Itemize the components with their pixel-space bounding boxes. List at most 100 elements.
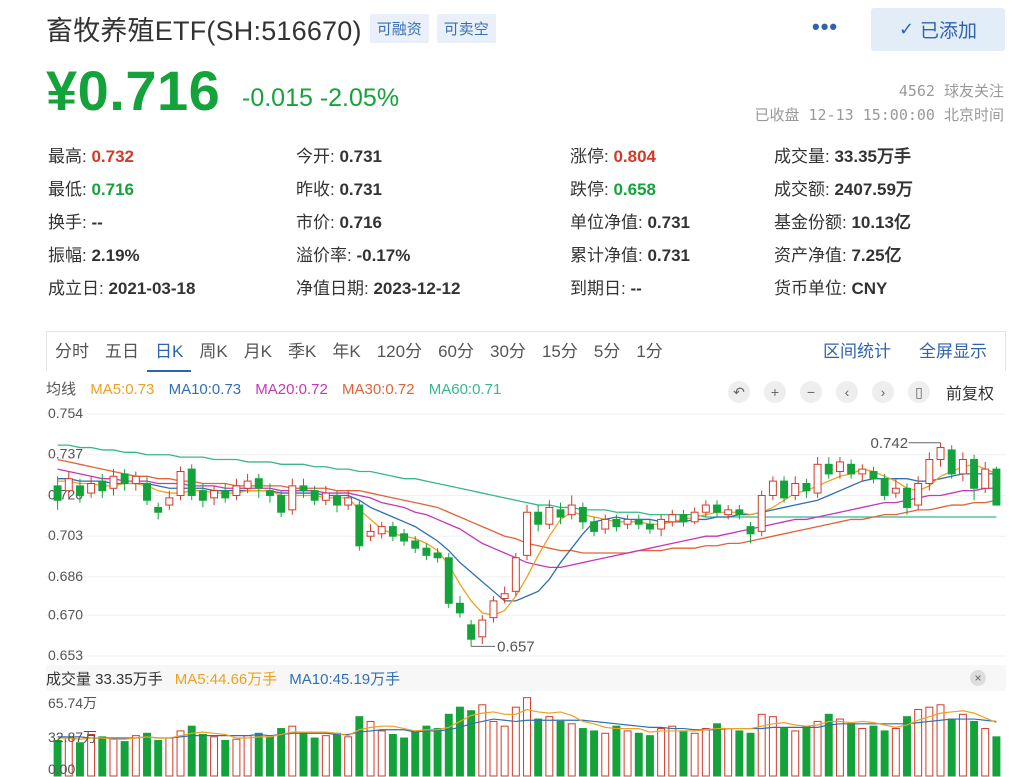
volume-bar <box>701 728 710 777</box>
tab-weekly-k[interactable]: 周K <box>199 341 228 361</box>
close-icon[interactable]: × <box>970 670 986 686</box>
tab-1min[interactable]: 1分 <box>636 341 663 361</box>
tab-quarterly-k[interactable]: 季K <box>288 341 317 361</box>
volume-bar <box>679 730 688 777</box>
volume-bar <box>847 723 856 777</box>
candle-icon[interactable]: ▯ <box>908 381 930 403</box>
candle-body <box>422 547 431 556</box>
candle-body <box>891 487 900 494</box>
ma10-value: MA10:0.73 <box>168 381 242 398</box>
tab-5min[interactable]: 5分 <box>593 341 621 361</box>
volume-bar <box>277 728 286 777</box>
candle-body <box>746 526 755 535</box>
candle-body <box>992 468 1001 506</box>
candle-body <box>98 480 107 492</box>
volume-bar <box>53 739 62 777</box>
candle-body <box>981 468 990 489</box>
volume-bar <box>880 730 889 777</box>
volume-bar <box>992 736 1001 777</box>
volume-bar <box>523 697 531 777</box>
adjust-mode[interactable]: 前复权 <box>946 386 995 403</box>
tab-daily-k[interactable]: 日K <box>147 332 192 372</box>
candle-body <box>277 494 286 513</box>
volume-bar <box>210 736 219 777</box>
volume-bar <box>143 732 151 777</box>
back-icon[interactable]: ↶ <box>728 381 750 403</box>
volume-bar <box>735 730 744 777</box>
volume-bar <box>109 738 118 777</box>
right-icon[interactable]: › <box>872 381 894 403</box>
candle-body <box>500 593 509 599</box>
candle-body <box>265 490 274 496</box>
candle-body <box>411 540 420 549</box>
volume-ma10: MA10:45.19万手 <box>289 670 401 688</box>
tab-monthly-k[interactable]: 月K <box>243 341 273 361</box>
volume-bar <box>768 716 777 777</box>
quote-limit-down: 跌停: 0.658 <box>570 180 657 199</box>
volume-bar <box>433 728 442 777</box>
kline-chart[interactable]: 0.754 0.737 0.720 0.703 0.686 0.670 0.653 0.742… <box>46 404 1006 666</box>
candle-body <box>791 482 800 496</box>
candle-body <box>813 463 822 494</box>
candle-body <box>612 518 621 528</box>
tab-15min[interactable]: 15分 <box>541 341 578 361</box>
left-icon[interactable]: ‹ <box>836 381 858 403</box>
quote-currency: 货币单位: CNY <box>774 279 888 298</box>
volume-bar <box>411 730 420 777</box>
candle-body <box>344 497 353 506</box>
zoom-out-icon[interactable]: − <box>800 381 822 403</box>
added-button[interactable]: ✓ 已添加 <box>871 8 1005 51</box>
candle-body <box>176 471 185 496</box>
candle-body <box>243 480 252 489</box>
zoom-in-icon[interactable]: + <box>764 381 786 403</box>
volume-chart[interactable]: 65.74万 32.87万 0.00 <box>46 692 1006 777</box>
short-selling-tag[interactable]: 可卖空 <box>436 13 496 43</box>
volume-bar <box>724 728 733 777</box>
ma-legend-label: 均线 <box>46 381 77 398</box>
fullscreen-link[interactable]: 全屏显示 <box>919 342 987 361</box>
volume-svg[interactable]: 65.74万 32.87万 0.00 <box>46 692 1006 777</box>
more-dots-icon[interactable]: ••• <box>812 14 839 39</box>
tab-fenshi[interactable]: 分时 <box>55 341 89 361</box>
volume-bar <box>131 735 140 777</box>
volume-bar <box>601 732 610 777</box>
candle-body <box>120 473 129 484</box>
tab-30min[interactable]: 30分 <box>490 341 526 361</box>
ma5-value: MA5:0.73 <box>90 381 155 398</box>
candle-body <box>623 518 632 525</box>
volume-bar <box>198 733 207 777</box>
volume-bar <box>757 713 766 777</box>
quote-maturity: 到期日: -- <box>570 279 642 298</box>
volume-bar <box>623 730 632 777</box>
max-price-label: 0.742 <box>871 435 909 452</box>
candle-body <box>154 506 163 513</box>
candle-body <box>567 504 576 516</box>
volume-bar <box>299 732 308 777</box>
candle-body <box>802 482 811 492</box>
y-tick-label: 0.754 <box>48 405 83 421</box>
quote-volume: 成交量: 33.35万手 <box>774 147 912 166</box>
kline-svg[interactable]: 0.7540.7370.7200.7030.6860.6700.6530.742… <box>46 404 1006 666</box>
volume-bar <box>221 739 230 777</box>
margin-financing-tag[interactable]: 可融资 <box>369 13 429 43</box>
volume-bar <box>668 725 677 777</box>
volume-bar <box>87 733 96 777</box>
tab-yearly-k[interactable]: 年K <box>332 341 361 361</box>
followers-count[interactable]: 4562 球友关注 <box>898 82 1004 100</box>
ma60-value: MA60:0.71 <box>428 381 502 398</box>
tab-120min[interactable]: 120分 <box>376 341 423 361</box>
candle-body <box>847 463 856 475</box>
candle-body <box>713 504 721 513</box>
volume-bar <box>288 725 297 777</box>
range-stats-link[interactable]: 区间统计 <box>823 342 891 361</box>
candle-body <box>400 533 409 542</box>
volume-bar <box>713 723 721 777</box>
volume-ma5-line <box>57 708 997 740</box>
volume-bar <box>232 738 241 777</box>
tab-five-day[interactable]: 五日 <box>105 341 139 361</box>
tab-60min[interactable]: 60分 <box>438 341 475 361</box>
stock-name: 畜牧养殖ETF(SH:516670) <box>46 15 362 46</box>
quote-acc-nav: 累计净值: 0.731 <box>570 246 691 265</box>
volume-bar <box>366 720 375 777</box>
candle-body <box>869 471 878 480</box>
